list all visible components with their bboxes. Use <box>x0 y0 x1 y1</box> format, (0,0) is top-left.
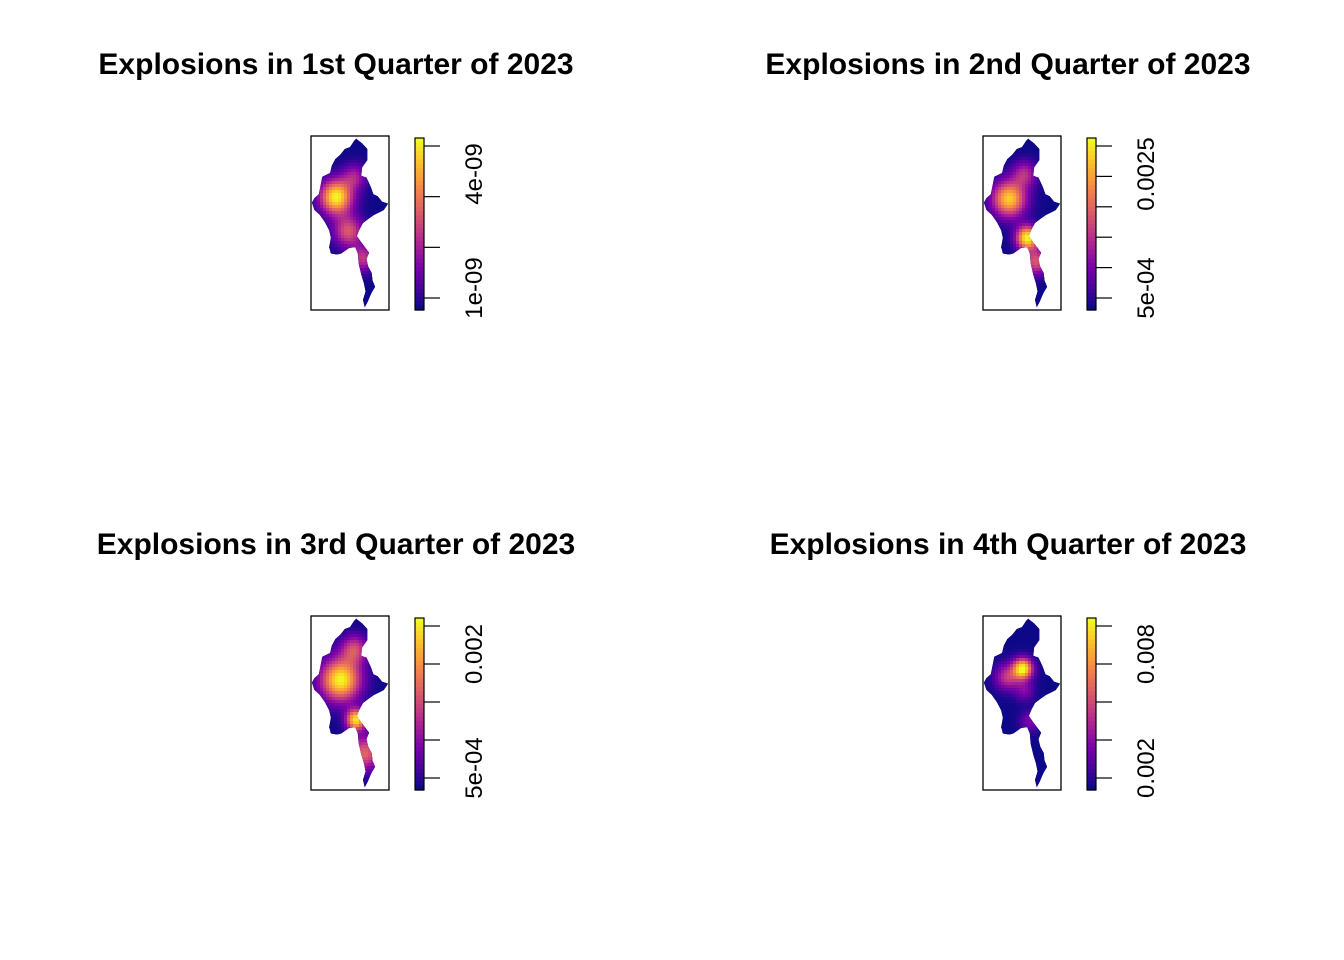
legend-tick-label: 0.002 <box>461 624 488 684</box>
density-raster <box>983 618 1061 788</box>
legend-tick-label: 0.008 <box>1133 624 1160 684</box>
legend-tick-label: 5e-04 <box>1133 257 1160 318</box>
panel-q3: Explosions in 3rd Quarter of 2023 5e-04 0… <box>0 480 672 960</box>
legend-tick-label: 4e-09 <box>461 143 488 204</box>
density-raster <box>983 138 1061 308</box>
map-frame <box>310 615 390 791</box>
panel-q2: Explosions in 2nd Quarter of 2023 5e-04 0… <box>672 0 1344 480</box>
map-frame <box>310 135 390 311</box>
legend-colorbar <box>414 137 425 311</box>
legend-colorbar <box>414 617 425 791</box>
density-map-q3: 5e-04 0.002 <box>310 615 488 799</box>
legend-tick-label: 0.002 <box>1133 738 1160 798</box>
density-map-q2: 5e-04 0.0025 <box>982 135 1160 319</box>
legend-colorbar <box>1086 137 1097 311</box>
density-map-q1: 1e-09 4e-09 <box>310 135 488 319</box>
density-raster <box>311 138 389 308</box>
legend-colorbar <box>1086 617 1097 791</box>
panel-title-q1: Explosions in 1st Quarter of 2023 <box>98 48 574 81</box>
map-frame <box>982 615 1062 791</box>
legend-tick-label: 0.0025 <box>1133 137 1160 210</box>
panel-q1: Explosions in 1st Quarter of 2023 1e-09 4… <box>0 0 672 480</box>
density-raster <box>311 618 389 788</box>
panel-title-q3: Explosions in 3rd Quarter of 2023 <box>96 528 576 561</box>
panel-q4: Explosions in 4th Quarter of 2023 0.002 0… <box>672 480 1344 960</box>
density-map-q4: 0.002 0.008 <box>982 615 1160 798</box>
legend-tick-label: 5e-04 <box>461 737 488 798</box>
panel-title-q4: Explosions in 4th Quarter of 2023 <box>769 528 1247 561</box>
map-frame <box>982 135 1062 311</box>
legend-tick-label: 1e-09 <box>461 257 488 318</box>
panel-title-q2: Explosions in 2nd Quarter of 2023 <box>765 48 1251 81</box>
